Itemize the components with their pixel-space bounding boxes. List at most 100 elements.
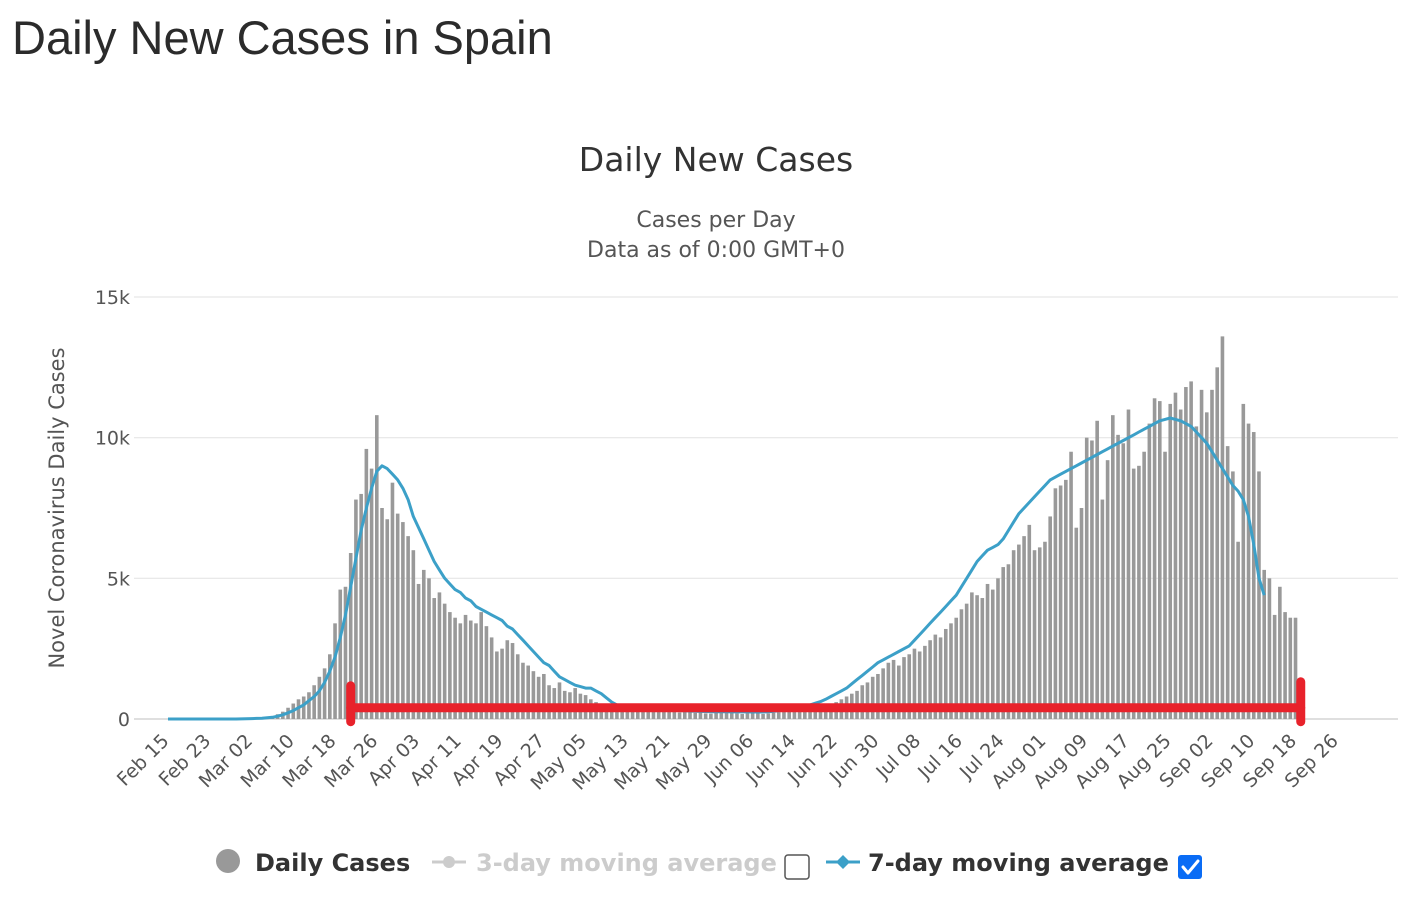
daily-cases-bar <box>870 676 875 719</box>
daily-cases-bar <box>881 668 885 719</box>
daily-cases-bar <box>557 682 562 719</box>
y-tick-label: 5k <box>107 568 130 590</box>
daily-cases-bar <box>1272 614 1277 719</box>
daily-cases-bar <box>453 617 457 719</box>
daily-cases-bar <box>1079 508 1084 719</box>
daily-cases-bar <box>547 685 551 719</box>
7day-average-checkbox[interactable] <box>1178 855 1202 879</box>
daily-cases-bar <box>1069 451 1073 719</box>
daily-cases-bar <box>1064 479 1068 719</box>
legend-item-7day-average[interactable]: 7-day moving average <box>826 849 1169 877</box>
daily-cases-bar <box>735 713 739 719</box>
daily-cases-bar <box>1084 437 1089 719</box>
daily-cases-bar <box>401 522 405 719</box>
daily-cases-bar <box>912 648 917 719</box>
daily-cases-bar <box>1231 471 1235 719</box>
legend-item-3day-average[interactable]: 3-day moving average <box>432 849 777 877</box>
daily-cases-bars <box>234 336 1298 719</box>
page-title: Daily New Cases in Spain <box>12 11 553 64</box>
daily-cases-bar <box>672 711 677 719</box>
legend-item-daily-cases[interactable]: Daily Cases <box>216 849 410 877</box>
daily-cases-bar <box>1178 409 1183 719</box>
daily-cases-bar <box>1090 440 1094 719</box>
daily-cases-bar <box>928 640 932 719</box>
daily-cases-bar <box>985 583 990 719</box>
daily-cases-bar <box>1236 541 1240 719</box>
daily-cases-bar <box>364 448 369 719</box>
daily-cases-bar <box>964 603 969 719</box>
daily-cases-bar <box>625 709 630 719</box>
daily-cases-bar <box>782 711 786 719</box>
checkmark-icon <box>1181 859 1200 875</box>
daily-cases-bar <box>526 665 530 719</box>
daily-cases-bar <box>1278 586 1282 719</box>
daily-cases-bar <box>338 589 343 719</box>
checkbox-box <box>1178 855 1202 879</box>
daily-cases-bar <box>495 651 499 719</box>
daily-cases-bar <box>954 617 959 719</box>
daily-cases-bar <box>521 662 525 719</box>
daily-cases-bar <box>615 708 619 719</box>
chart-subtitle-line2: Data as of 0:00 GMT+0 <box>587 238 845 263</box>
daily-cases-bar <box>1100 499 1105 719</box>
daily-cases-bar <box>1199 389 1204 719</box>
daily-cases-bar <box>917 651 922 719</box>
legend: Daily Cases 3-day moving average 7-day m… <box>216 849 1202 880</box>
daily-cases-bar <box>651 709 656 719</box>
daily-cases-bar <box>312 685 316 719</box>
daily-cases-bar <box>959 609 964 719</box>
y-axis-label: Novel Coronavirus Daily Cases <box>45 347 69 668</box>
daily-cases-bar <box>1116 434 1120 719</box>
daily-cases-bar <box>620 707 624 719</box>
seven-day-average-line <box>168 416 1266 721</box>
daily-cases-bar <box>1246 423 1251 719</box>
daily-cases-bar <box>515 654 520 719</box>
daily-cases-bar <box>709 713 713 719</box>
daily-cases-bar <box>1163 451 1167 719</box>
3day-marker-icon <box>443 856 455 868</box>
daily-cases-bar <box>761 713 765 719</box>
daily-cases-bar <box>322 668 327 719</box>
daily-cases-bar <box>604 706 609 719</box>
daily-cases-bar <box>1105 460 1110 719</box>
daily-cases-bar <box>348 553 353 719</box>
daily-cases-bar <box>641 710 645 719</box>
daily-cases-bar <box>646 711 651 719</box>
daily-cases-bar <box>489 637 494 719</box>
daily-cases-bar <box>792 710 797 719</box>
daily-cases-bar <box>990 589 995 719</box>
daily-cases-bar <box>1184 387 1188 719</box>
daily-cases-bar <box>307 692 311 719</box>
daily-cases-bar <box>1017 544 1021 719</box>
daily-cases-bar <box>1147 423 1152 719</box>
daily-cases-bar <box>787 711 791 719</box>
daily-cases-bar <box>484 626 489 719</box>
daily-cases-bar <box>860 685 865 719</box>
daily-cases-bar <box>328 654 332 719</box>
daily-cases-bar <box>1043 541 1047 719</box>
daily-cases-bar <box>656 710 661 719</box>
daily-cases-bar <box>343 586 348 719</box>
daily-cases-bar <box>1074 527 1079 719</box>
daily-cases-bar <box>1037 547 1042 719</box>
daily-cases-bar <box>458 623 463 719</box>
daily-cases-bar <box>427 578 431 719</box>
3day-average-checkbox[interactable] <box>784 854 810 880</box>
daily-cases-bar <box>1283 612 1287 719</box>
daily-cases-bar <box>448 612 452 719</box>
daily-cases-bar <box>333 623 337 719</box>
legend-label-7day-average: 7-day moving average <box>868 849 1169 877</box>
daily-cases-bar <box>662 711 666 719</box>
daily-cases-bar <box>1137 465 1141 719</box>
daily-cases-bar <box>531 671 536 719</box>
daily-cases-bar <box>463 614 468 719</box>
daily-cases-bar <box>756 711 760 719</box>
daily-cases-bar <box>797 709 802 719</box>
daily-cases-bar <box>891 659 896 719</box>
daily-cases-marker-icon <box>216 849 240 873</box>
daily-cases-bar <box>949 623 953 719</box>
daily-cases-bar <box>1152 398 1157 719</box>
daily-cases-bar <box>970 592 974 719</box>
daily-cases-bar <box>693 712 698 719</box>
